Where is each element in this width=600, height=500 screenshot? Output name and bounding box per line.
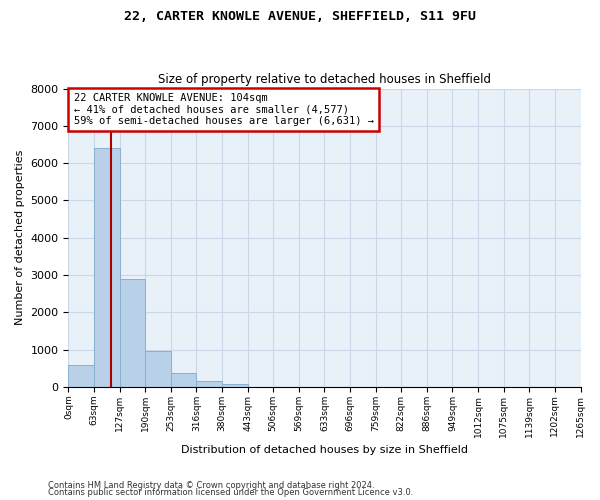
Y-axis label: Number of detached properties: Number of detached properties bbox=[15, 150, 25, 326]
Text: 22, CARTER KNOWLE AVENUE, SHEFFIELD, S11 9FU: 22, CARTER KNOWLE AVENUE, SHEFFIELD, S11… bbox=[124, 10, 476, 23]
Text: 22 CARTER KNOWLE AVENUE: 104sqm
← 41% of detached houses are smaller (4,577)
59%: 22 CARTER KNOWLE AVENUE: 104sqm ← 41% of… bbox=[74, 93, 374, 126]
Bar bbox=[68, 364, 94, 387]
Title: Size of property relative to detached houses in Sheffield: Size of property relative to detached ho… bbox=[158, 73, 491, 86]
Bar bbox=[222, 384, 248, 387]
Text: Contains HM Land Registry data © Crown copyright and database right 2024.: Contains HM Land Registry data © Crown c… bbox=[48, 480, 374, 490]
Bar bbox=[145, 350, 171, 387]
Bar bbox=[196, 382, 222, 387]
Text: Contains public sector information licensed under the Open Government Licence v3: Contains public sector information licen… bbox=[48, 488, 413, 497]
Bar bbox=[171, 374, 196, 387]
X-axis label: Distribution of detached houses by size in Sheffield: Distribution of detached houses by size … bbox=[181, 445, 468, 455]
Bar bbox=[94, 148, 119, 387]
Bar bbox=[119, 279, 145, 387]
